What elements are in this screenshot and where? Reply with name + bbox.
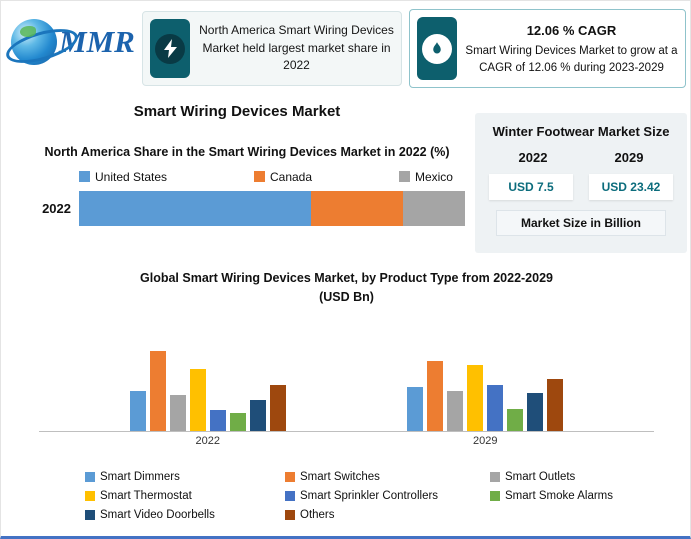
bar-smart-dimmers-2029 — [407, 386, 424, 431]
others-swatch — [285, 509, 295, 520]
flame-glyph — [433, 41, 441, 53]
market-size-values: USD 7.5 USD 23.42 — [485, 173, 677, 200]
share-chart: North America Share in the Smart Wiring … — [29, 144, 465, 226]
value-end-badge: USD 23.42 — [589, 173, 673, 200]
bar-group-2022 — [129, 350, 286, 431]
legend-item-smart-smoke-alarms: Smart Smoke Alarms — [490, 490, 660, 502]
stacked-bar — [79, 190, 465, 226]
legend-label: Smart Switches — [300, 470, 380, 483]
legend-item-mexico: Mexico — [398, 169, 453, 184]
flame-icon-circle — [422, 33, 452, 64]
bar-others-2029 — [547, 378, 564, 431]
grouped-plot — [39, 319, 654, 432]
bar-smart-sprinkler-controllers-2029 — [487, 384, 504, 431]
legend-label: Smart Thermostat — [100, 489, 192, 502]
bar-smart-dimmers-2022 — [129, 390, 146, 431]
legend-label: Smart Smoke Alarms — [505, 489, 613, 502]
legend-item-united-states: United States — [79, 170, 167, 184]
lightning-icon-circle — [155, 33, 185, 64]
flame-icon — [417, 17, 457, 80]
highlight-text: North America Smart Wiring Devices Marke… — [199, 23, 394, 73]
market-size-title: Winter Footwear Market Size — [492, 124, 670, 139]
mexico-swatch — [398, 171, 410, 182]
cagr-content: 12.06 % CAGR Smart Wiring Devices Market… — [465, 21, 678, 76]
share-chart-title: North America Share in the Smart Wiring … — [44, 145, 450, 159]
bar-smart-video-doorbells-2022 — [249, 399, 266, 431]
canada-swatch — [253, 171, 265, 182]
legend-label: Others — [300, 508, 335, 521]
legend-label: Smart Video Doorbells — [100, 508, 215, 521]
highlight-box: North America Smart Wiring Devices Marke… — [142, 11, 402, 86]
smart-sprinkler-controllers-swatch — [285, 490, 295, 501]
bar-others-2022 — [269, 384, 286, 431]
legend-item-smart-outlets: Smart Outlets — [490, 471, 660, 483]
legend-label: Smart Sprinkler Controllers — [300, 489, 439, 502]
legend-item-smart-dimmers: Smart Dimmers — [85, 471, 285, 483]
legend-item-smart-video-doorbells: Smart Video Doorbells — [85, 509, 285, 521]
bar-smart-video-doorbells-2029 — [527, 392, 544, 431]
lightning-bolt-glyph — [164, 39, 177, 58]
bar-smart-switches-2022 — [149, 350, 166, 431]
smart-switches-swatch — [285, 471, 295, 482]
product-chart-legend: Smart Dimmers Smart Switches Smart Outlets… — [85, 471, 654, 521]
legend-item-canada: Canada — [253, 169, 313, 184]
bar-smart-switches-2029 — [427, 360, 444, 431]
market-size-years: 2022 2029 — [485, 150, 677, 165]
bar-smart-thermostat-2022 — [189, 368, 206, 431]
stacked-segment-mexico — [403, 190, 465, 226]
market-size-footnote: Market Size in Billion — [496, 209, 666, 236]
value-start-badge: USD 7.5 — [489, 173, 573, 200]
legend-label: United States — [95, 169, 168, 184]
stacked-segment-united-states — [79, 190, 311, 226]
smart-thermostat-swatch — [85, 490, 95, 501]
share-chart-year-label: 2022 — [42, 200, 71, 216]
page-title: Smart Wiring Devices Market — [133, 103, 341, 120]
share-chart-legend: United States Canada Mexico — [79, 170, 453, 184]
product-chart-title: Global Smart Wiring Devices Market, by P… — [140, 271, 553, 304]
smart-video-doorbells-swatch — [85, 509, 95, 520]
product-chart: Global Smart Wiring Devices Market, by P… — [39, 269, 654, 521]
bar-group-2029 — [407, 360, 564, 431]
grouped-labels: 2022 2029 — [39, 435, 654, 447]
cagr-box: 12.06 % CAGR Smart Wiring Devices Market… — [409, 9, 686, 88]
legend-label: Mexico — [414, 169, 453, 184]
legend-item-smart-switches: Smart Switches — [285, 471, 490, 483]
stacked-segment-canada — [310, 190, 404, 226]
legend-label: Smart Outlets — [505, 470, 576, 483]
category-label-2029: 2029 — [473, 434, 498, 447]
legend-item-smart-sprinkler-controllers: Smart Sprinkler Controllers — [285, 490, 490, 502]
share-chart-bar-row: 2022 — [29, 190, 465, 226]
mmr-logo: MMR — [11, 9, 143, 75]
legend-label: Smart Dimmers — [100, 470, 180, 483]
year-end-label: 2029 — [614, 149, 644, 165]
legend-item-others: Others — [285, 509, 490, 521]
smart-smoke-alarms-swatch — [490, 490, 500, 501]
bar-smart-thermostat-2029 — [467, 364, 484, 431]
bar-smart-smoke-alarms-2022 — [229, 412, 246, 431]
united-states-swatch — [79, 171, 90, 182]
lightning-icon — [150, 19, 190, 78]
globe-logo-icon — [11, 19, 57, 65]
year-start-label: 2022 — [518, 149, 548, 165]
bar-smart-smoke-alarms-2029 — [507, 408, 524, 431]
bar-smart-outlets-2022 — [169, 394, 186, 431]
cagr-text: Smart Wiring Devices Market to grow at a… — [465, 44, 678, 74]
bar-smart-sprinkler-controllers-2022 — [209, 409, 226, 431]
market-size-panel: Winter Footwear Market Size 2022 2029 US… — [475, 113, 687, 253]
cagr-title: 12.06 % CAGR — [526, 22, 617, 38]
legend-label: Canada — [269, 169, 313, 184]
smart-outlets-swatch — [490, 471, 500, 482]
smart-dimmers-swatch — [85, 471, 95, 482]
bar-smart-outlets-2029 — [447, 390, 464, 431]
category-label-2022: 2022 — [195, 434, 220, 447]
legend-item-smart-thermostat: Smart Thermostat — [85, 490, 285, 502]
